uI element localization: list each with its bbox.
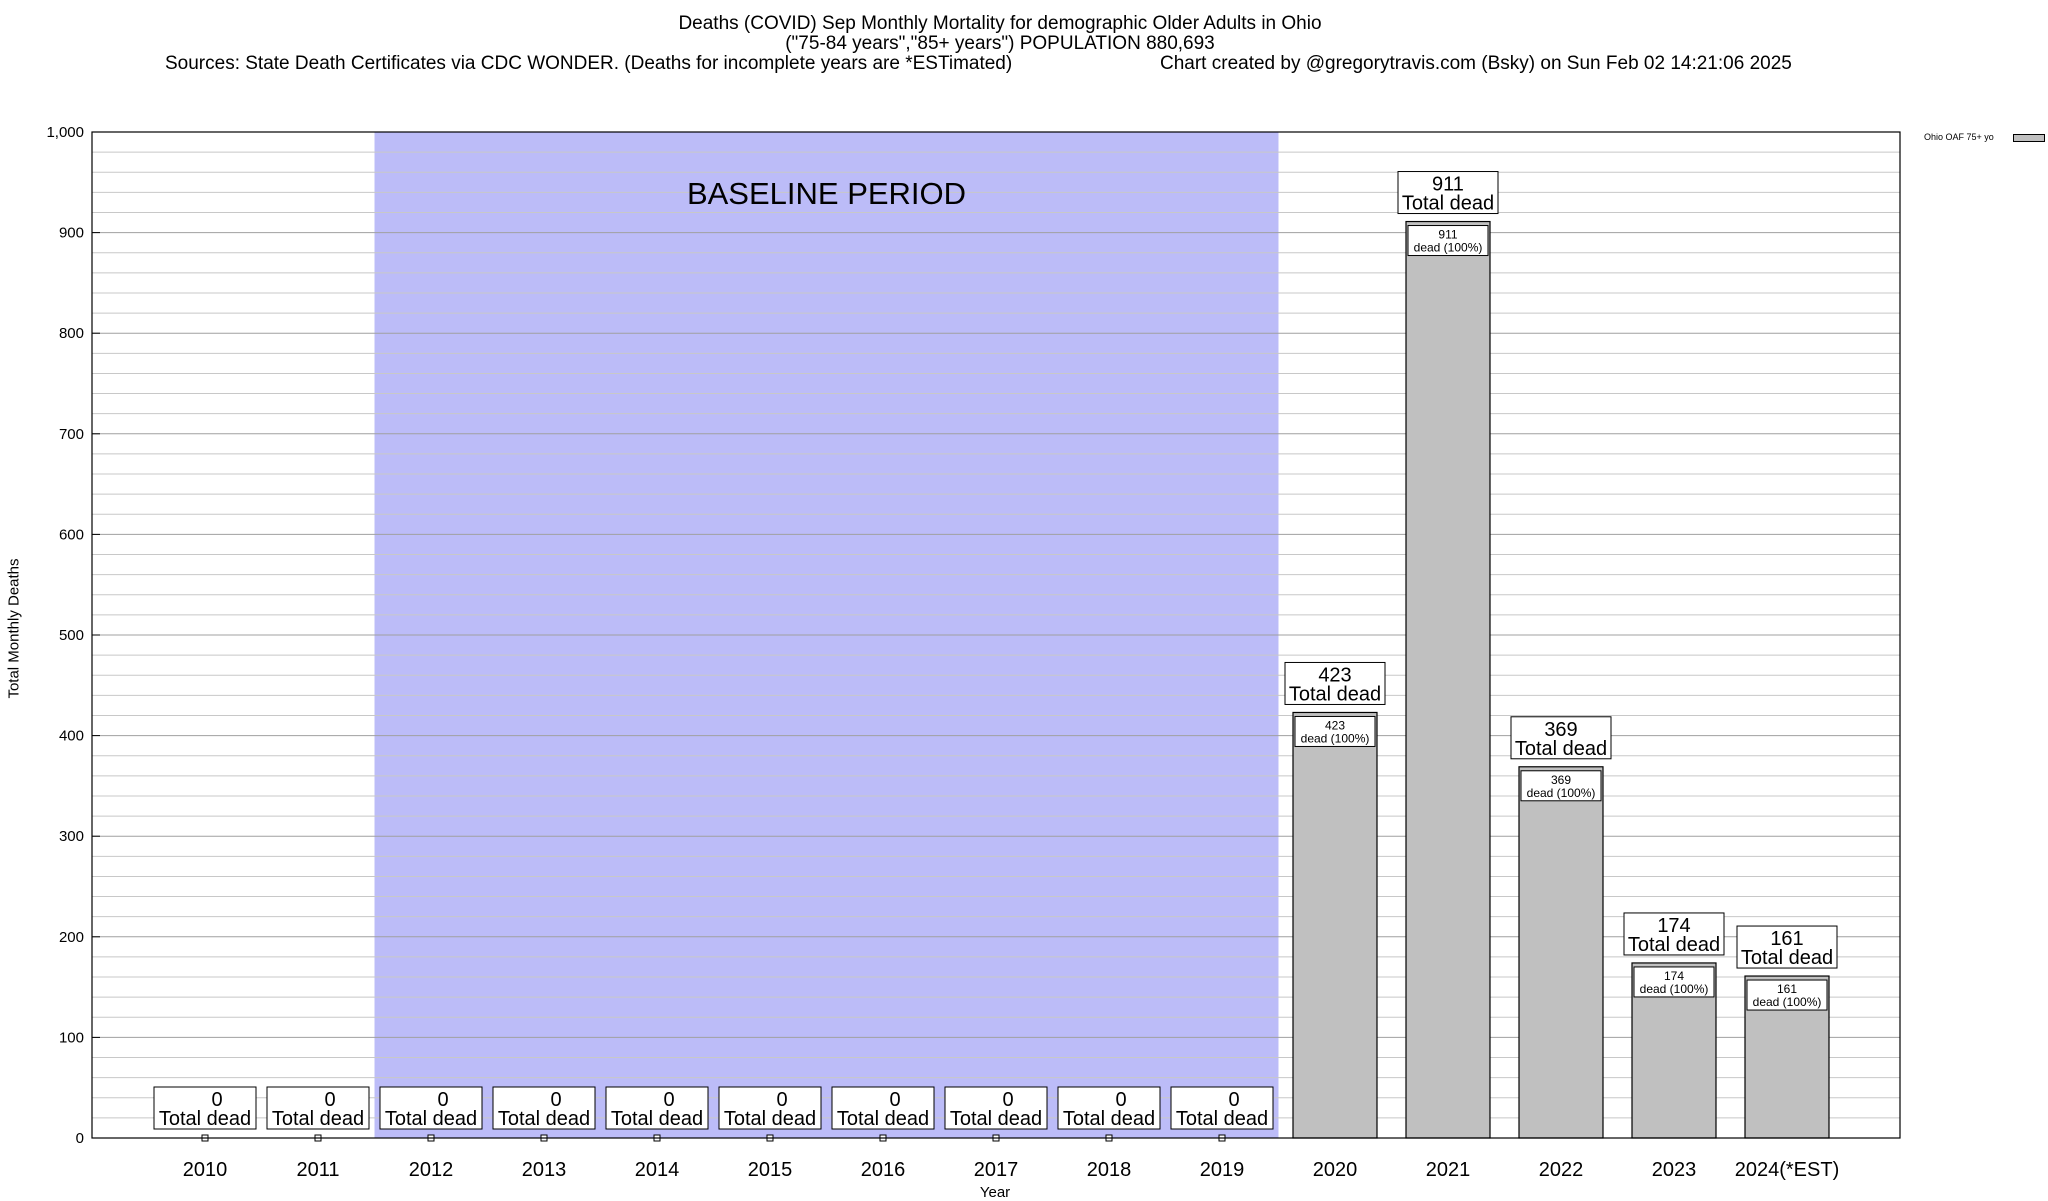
total-dead-label: Total dead: [1628, 934, 1720, 956]
x-axis-label: Year: [960, 1184, 1030, 1201]
y-tick-label: 400: [59, 728, 84, 745]
y-tick-label: 1,000: [46, 124, 84, 141]
total-dead-label: Total dead: [1176, 1108, 1268, 1130]
legend-label: Ohio OAF 75+ yo: [1924, 132, 1994, 142]
y-tick-label: 700: [59, 426, 84, 443]
x-tick-label: 2016: [861, 1159, 906, 1181]
x-tick-label: 2019: [1200, 1159, 1245, 1181]
total-dead-label: Total dead: [272, 1108, 364, 1130]
total-dead-label: Total dead: [724, 1108, 816, 1130]
x-tick-label: 2022: [1539, 1159, 1584, 1181]
bar-inner-value: 174: [1664, 969, 1684, 983]
x-tick-label: 2010: [183, 1159, 228, 1181]
x-tick-label: 2021: [1426, 1159, 1471, 1181]
y-tick-label: 0: [76, 1130, 84, 1147]
bar-inner-label: dead (100%): [1414, 241, 1483, 255]
y-tick-label: 300: [59, 828, 84, 845]
baseline-period-label: BASELINE PERIOD: [687, 176, 966, 211]
x-tick-label: 2023: [1652, 1159, 1697, 1181]
bar-inner-label: dead (100%): [1527, 786, 1596, 800]
x-tick-label: 2015: [748, 1159, 793, 1181]
total-dead-label: Total dead: [1741, 947, 1833, 969]
y-tick-label: 100: [59, 1029, 84, 1046]
total-dead-label: Total dead: [385, 1108, 477, 1130]
total-dead-label: Total dead: [611, 1108, 703, 1130]
y-axis-label: Total Monthly Deaths: [6, 549, 23, 709]
total-dead-label: Total dead: [837, 1108, 929, 1130]
total-dead-label: Total dead: [950, 1108, 1042, 1130]
bar-inner-label: dead (100%): [1640, 982, 1709, 996]
bar: [1293, 712, 1377, 1138]
bar-inner-label: dead (100%): [1753, 995, 1822, 1009]
x-tick-label: 2014: [635, 1159, 680, 1181]
bar: [1519, 767, 1603, 1138]
x-tick-label: 2011: [296, 1159, 339, 1181]
y-tick-label: 900: [59, 225, 84, 242]
total-dead-label: Total dead: [498, 1108, 590, 1130]
total-dead-label: Total dead: [1063, 1108, 1155, 1130]
y-tick-label: 600: [59, 526, 84, 543]
bar-inner-value: 423: [1325, 718, 1345, 732]
x-tick-label: 2020: [1313, 1159, 1358, 1181]
x-tick-label: 2012: [409, 1159, 454, 1181]
y-tick-label: 500: [59, 627, 84, 644]
bar-inner-value: 161: [1777, 982, 1797, 996]
total-dead-label: Total dead: [1289, 683, 1381, 705]
bar-inner-label: dead (100%): [1301, 731, 1370, 745]
x-tick-label: 2024(*EST): [1735, 1159, 1840, 1181]
y-tick-label: 200: [59, 929, 84, 946]
total-dead-label: Total dead: [1515, 738, 1607, 760]
x-tick-label: 2018: [1087, 1159, 1132, 1181]
legend-swatch: [2013, 134, 2045, 142]
total-dead-label: Total dead: [159, 1108, 251, 1130]
x-tick-label: 2017: [974, 1159, 1019, 1181]
y-tick-label: 800: [59, 325, 84, 342]
bar: [1406, 222, 1490, 1138]
bar-inner-value: 369: [1551, 773, 1571, 787]
x-tick-label: 2013: [522, 1159, 567, 1181]
bar-inner-value: 911: [1438, 228, 1457, 242]
total-dead-label: Total dead: [1402, 193, 1494, 215]
